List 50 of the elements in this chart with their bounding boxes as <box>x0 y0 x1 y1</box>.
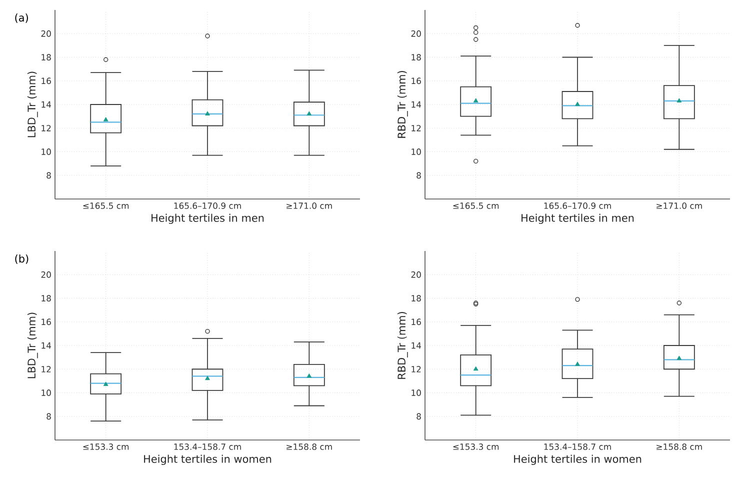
y-tick-label: 12 <box>42 366 51 372</box>
y-axis-title: LBD_Tr (mm) <box>27 72 38 138</box>
y-tick-label: 18 <box>412 54 421 60</box>
x-axis-title: Height tertiles in men <box>522 214 634 224</box>
x-tick-label: ≥171.0 cm <box>656 202 702 209</box>
y-tick-label: 10 <box>42 148 51 155</box>
y-tick-label: 14 <box>42 342 51 349</box>
y-axis-title: LBD_Tr (mm) <box>27 312 38 378</box>
y-tick-label: 8 <box>416 172 421 179</box>
y-tick-label: 18 <box>42 295 51 302</box>
x-tick-label: 165.6–170.9 cm <box>544 202 611 209</box>
y-tick-label: 20 <box>411 30 421 37</box>
y-tick-label: 14 <box>412 342 421 349</box>
x-tick-label: ≤165.5 cm <box>453 202 499 209</box>
x-tick-label: ≥171.0 cm <box>286 202 332 209</box>
y-tick-label: 16 <box>42 318 51 326</box>
y-tick-label: 8 <box>46 413 51 420</box>
x-axis-title: Height tertiles in women <box>144 454 272 465</box>
y-tick-label: 10 <box>42 390 51 396</box>
y-axis-title: RBD_Tr (mm) <box>397 71 408 138</box>
y-tick-label: 14 <box>42 101 51 108</box>
y-tick-label: 20 <box>41 271 51 278</box>
y-tick-label: 18 <box>412 295 421 302</box>
y-tick-label: 20 <box>411 271 421 278</box>
y-tick-label: 10 <box>412 390 421 396</box>
y-tick-label: 8 <box>416 413 421 420</box>
x-axis-title: Height tertiles in men <box>152 214 264 224</box>
x-tick-label: 153.4–158.7 cm <box>174 444 241 450</box>
y-axis-title: RBD_Tr (mm) <box>397 312 408 379</box>
y-tick-label: 12 <box>412 124 421 132</box>
x-tick-label: ≤165.5 cm <box>83 202 129 209</box>
x-tick-label: ≤153.3 cm <box>83 444 129 450</box>
y-tick-label: 16 <box>412 78 421 84</box>
x-tick-label: 165.6–170.9 cm <box>174 202 241 209</box>
x-axis-title: Height tertiles in women <box>514 454 642 465</box>
x-tick-label: ≥158.8 cm <box>286 444 332 450</box>
y-tick-label: 20 <box>41 30 51 37</box>
y-tick-label: 14 <box>412 101 421 108</box>
y-tick-label: 8 <box>46 172 51 179</box>
x-tick-label: ≤153.3 cm <box>453 444 499 450</box>
x-tick-label: ≥158.8 cm <box>656 444 702 450</box>
x-tick-label: 153.4–158.7 cm <box>544 444 611 450</box>
text: (b) <box>15 254 28 264</box>
y-tick-label: 16 <box>412 318 421 326</box>
y-tick-label: 16 <box>42 78 51 84</box>
y-tick-label: 12 <box>412 366 421 372</box>
y-tick-label: 12 <box>42 124 51 132</box>
text: (a) <box>15 14 28 23</box>
y-tick-label: 10 <box>412 148 421 155</box>
y-tick-label: 18 <box>42 54 51 60</box>
